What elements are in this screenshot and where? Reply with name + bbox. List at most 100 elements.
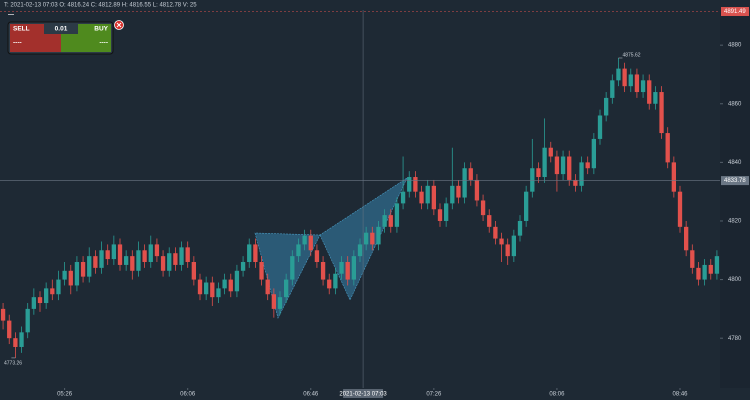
- x-tick-label: 05:26: [57, 392, 73, 398]
- candle-body: [271, 294, 276, 309]
- candle-body: [468, 168, 473, 180]
- candle-body: [185, 247, 190, 262]
- candle-body: [327, 279, 332, 289]
- buy-price: ----: [99, 40, 108, 47]
- candle-body: [474, 179, 480, 201]
- candle-body: [296, 244, 301, 257]
- candle-body: [13, 338, 18, 347]
- candle-body: [259, 262, 264, 280]
- candle-body: [394, 203, 400, 227]
- candle-body: [388, 215, 393, 227]
- symbol: ---: [8, 13, 14, 19]
- candle-body: [284, 279, 289, 298]
- y-tick-label: 4800: [728, 277, 742, 283]
- price-line-box: [721, 6, 749, 16]
- candle-body: [105, 250, 110, 260]
- candle-body: [50, 288, 55, 295]
- candle-body: [591, 138, 596, 169]
- candle-body: [228, 279, 233, 292]
- candle-body: [173, 253, 178, 265]
- candle-body: [536, 168, 541, 178]
- candle-body: [511, 235, 516, 257]
- candle-body: [573, 179, 578, 186]
- candle-body: [677, 191, 683, 227]
- crosshair-time: 2021-02-13 07:03: [339, 392, 387, 398]
- candle-body: [265, 279, 270, 295]
- candle-body: [302, 235, 307, 245]
- candle-body: [462, 168, 467, 198]
- candle-body: [320, 262, 326, 280]
- price-line-box: [721, 176, 749, 186]
- candle-body: [702, 264, 707, 280]
- candle-body: [579, 162, 584, 186]
- pattern-left: [254, 232, 321, 319]
- candle-body: [68, 270, 73, 286]
- candle-body: [179, 247, 184, 265]
- candle-body: [253, 244, 258, 262]
- candle-body: [431, 185, 436, 210]
- candle-body: [400, 191, 406, 204]
- candle-body: [585, 162, 590, 169]
- candle-body: [419, 191, 424, 204]
- candle-body: [80, 262, 86, 277]
- price-axis: [720, 10, 750, 388]
- candle-body: [56, 279, 61, 295]
- candle-body: [364, 232, 369, 245]
- candle-body: [351, 256, 356, 280]
- sell-label: SELL: [13, 26, 30, 33]
- candle-body: [616, 68, 621, 81]
- candle-body: [308, 235, 313, 251]
- candle-body: [74, 262, 80, 286]
- x-tick-label: 08:46: [672, 392, 688, 398]
- lot-box[interactable]: [44, 24, 78, 34]
- candle-body: [124, 256, 129, 265]
- candle-body: [425, 185, 430, 204]
- candle-body: [653, 92, 658, 104]
- candle-body: [247, 244, 252, 262]
- candle-body: [210, 282, 215, 298]
- candle-body: [659, 92, 664, 134]
- candle-body: [117, 244, 123, 265]
- candle-body: [99, 250, 104, 268]
- candle-body: [136, 250, 141, 271]
- y-tick-label: 4860: [728, 101, 742, 107]
- candle-body: [450, 185, 455, 204]
- candle-body: [444, 203, 449, 221]
- candle-body: [222, 279, 227, 289]
- candle-body: [505, 244, 510, 257]
- candle-body: [493, 226, 498, 239]
- candle-body: [62, 270, 67, 280]
- candle-body: [665, 133, 670, 163]
- candle-body: [87, 256, 92, 277]
- candle-body: [407, 177, 412, 192]
- crosshair-time-box: [343, 389, 384, 398]
- close-icon: [116, 22, 122, 28]
- candle-body: [690, 250, 695, 268]
- y-tick-label: 4820: [728, 219, 742, 225]
- candle-body: [37, 297, 43, 304]
- candle-body: [597, 115, 603, 139]
- candle-body: [19, 332, 24, 347]
- candle-body: [25, 308, 30, 333]
- candle-body: [640, 80, 646, 93]
- candle-body: [93, 256, 98, 268]
- candle-body: [696, 267, 701, 280]
- trade-panel: SELL BUY 0.01 ---- ----: [7, 20, 124, 55]
- candle-body: [7, 320, 12, 339]
- candle-body: [204, 282, 209, 295]
- candle-body: [216, 288, 221, 298]
- candle-body: [154, 244, 160, 257]
- candle-body: [634, 74, 640, 93]
- candle-body: [714, 256, 720, 274]
- y-tick-label: 4780: [728, 336, 742, 342]
- candle-body: [437, 209, 443, 221]
- candle-body: [708, 264, 713, 274]
- candle-body: [567, 156, 572, 180]
- candle-body: [345, 262, 350, 280]
- candle-body: [314, 250, 320, 262]
- candle-body: [517, 220, 523, 236]
- y-tick-label: 4880: [728, 43, 742, 49]
- candle-body: [560, 156, 566, 175]
